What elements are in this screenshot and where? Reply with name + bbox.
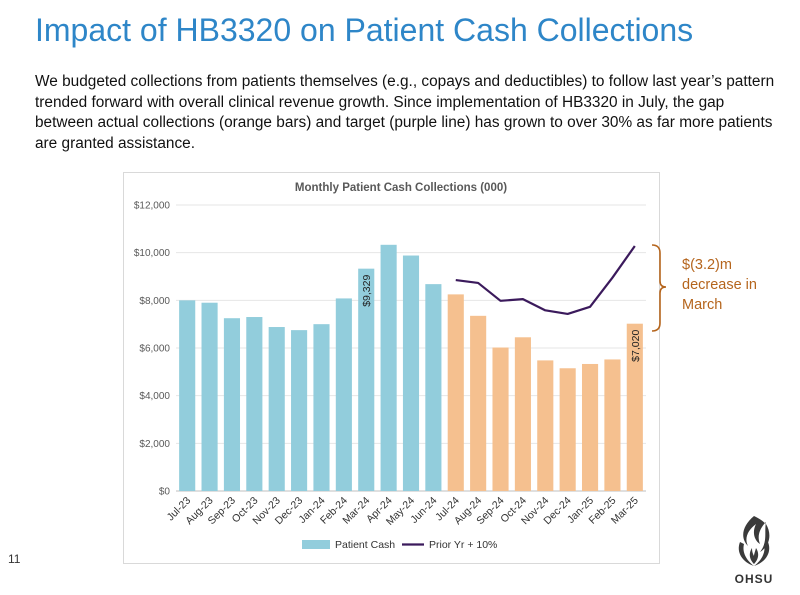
bar-aug-24 [470, 315, 487, 491]
callout-bracket-icon [651, 244, 667, 332]
chart-title: Monthly Patient Cash Collections (000) [295, 182, 507, 194]
ohsu-logo: OHSU [722, 512, 786, 586]
bar-jan-25 [581, 363, 599, 491]
y-tick-label: $2,000 [139, 439, 170, 450]
bar-jul-23 [179, 300, 196, 491]
bar-mar-25 [626, 323, 643, 491]
bar-jan-24 [313, 324, 330, 491]
bar-mar-24 [358, 268, 375, 491]
legend-label-patient-cash: Patient Cash [335, 539, 395, 551]
bar-aug-23 [201, 302, 218, 491]
bar-feb-25 [604, 359, 621, 491]
bar-may-24 [402, 255, 420, 491]
monthly-collections-chart: Monthly Patient Cash Collections (000) $0… [134, 182, 646, 551]
march-decrease-callout: $(3.2)m decrease in March [682, 257, 757, 313]
chart-container: Monthly Patient Cash Collections (000) $0… [123, 172, 660, 564]
y-tick-label: $0 [159, 487, 171, 498]
slide-title: Impact of HB3320 on Patient Cash Collect… [35, 12, 694, 48]
ohsu-flame-icon [738, 516, 770, 566]
bar-jun-24 [425, 284, 442, 491]
bar-sep-23 [223, 318, 241, 491]
prior-year-line [455, 245, 636, 316]
legend-swatch-patient-cash [302, 540, 330, 549]
legend-label-prior-year: Prior Yr + 10% [429, 539, 497, 551]
bar-oct-24 [514, 337, 531, 491]
y-tick-label: $6,000 [139, 344, 170, 355]
y-tick-label: $10,000 [134, 248, 171, 259]
bar-jul-24 [447, 294, 464, 491]
slide-body-text: We budgeted collections from patients th… [35, 73, 775, 152]
data-label: $9,329 [361, 275, 373, 307]
bar-sep-24 [492, 347, 509, 491]
bar-dec-24 [559, 368, 576, 491]
page-number: 11 [8, 552, 21, 566]
bar-oct-23 [246, 317, 263, 491]
logo-text: OHSU [734, 572, 774, 586]
bar-dec-23 [291, 330, 308, 491]
bar-apr-24 [380, 244, 397, 491]
bar-nov-24 [537, 360, 554, 491]
bar-nov-23 [268, 327, 285, 491]
y-tick-label: $4,000 [139, 391, 170, 402]
y-tick-label: $12,000 [134, 201, 171, 212]
bar-feb-24 [335, 298, 352, 491]
data-label: $7,020 [630, 330, 642, 362]
y-tick-label: $8,000 [139, 296, 170, 307]
